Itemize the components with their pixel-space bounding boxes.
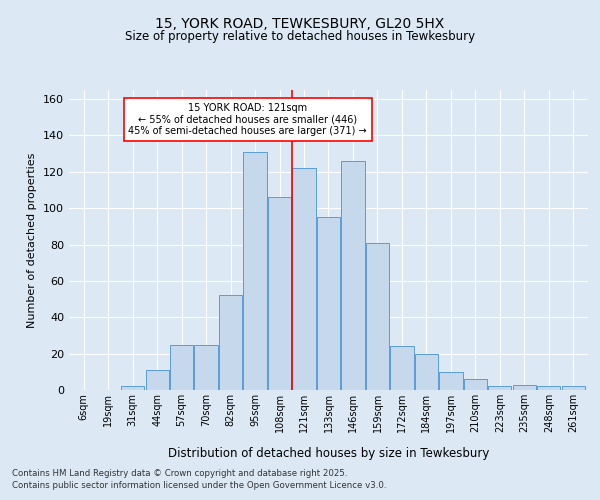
- Bar: [341, 161, 365, 390]
- Bar: [439, 372, 463, 390]
- Bar: [562, 386, 585, 390]
- Text: Contains public sector information licensed under the Open Government Licence v3: Contains public sector information licen…: [12, 481, 386, 490]
- Y-axis label: Number of detached properties: Number of detached properties: [28, 152, 37, 328]
- Bar: [244, 152, 266, 390]
- Bar: [415, 354, 438, 390]
- Bar: [488, 386, 511, 390]
- Bar: [170, 344, 193, 390]
- Bar: [317, 218, 340, 390]
- Text: Size of property relative to detached houses in Tewkesbury: Size of property relative to detached ho…: [125, 30, 475, 43]
- Bar: [121, 386, 144, 390]
- Bar: [513, 384, 536, 390]
- Text: 15 YORK ROAD: 121sqm
← 55% of detached houses are smaller (446)
45% of semi-deta: 15 YORK ROAD: 121sqm ← 55% of detached h…: [128, 102, 367, 136]
- Bar: [292, 168, 316, 390]
- Bar: [194, 344, 218, 390]
- Bar: [464, 379, 487, 390]
- Bar: [391, 346, 413, 390]
- Text: Distribution of detached houses by size in Tewkesbury: Distribution of detached houses by size …: [168, 448, 490, 460]
- Text: 15, YORK ROAD, TEWKESBURY, GL20 5HX: 15, YORK ROAD, TEWKESBURY, GL20 5HX: [155, 18, 445, 32]
- Bar: [366, 242, 389, 390]
- Bar: [146, 370, 169, 390]
- Bar: [537, 386, 560, 390]
- Bar: [219, 296, 242, 390]
- Text: Contains HM Land Registry data © Crown copyright and database right 2025.: Contains HM Land Registry data © Crown c…: [12, 468, 347, 477]
- Bar: [268, 198, 291, 390]
